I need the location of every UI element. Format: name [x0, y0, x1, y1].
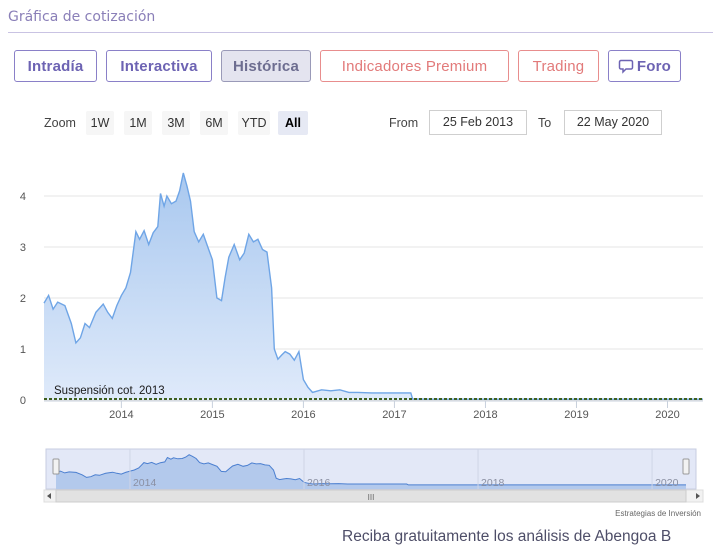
- x-axis-ticks: [120, 401, 669, 408]
- scroll-left-arrow-icon[interactable]: [47, 493, 51, 499]
- tab-historica[interactable]: Histórica: [221, 50, 311, 82]
- zoom-button-3m[interactable]: 3M: [162, 111, 190, 135]
- title-divider: [8, 32, 713, 33]
- x-tick-label: 2018: [473, 409, 497, 421]
- y-tick-label: 4: [20, 191, 26, 203]
- navigator-tick-label: 2018: [481, 477, 505, 489]
- scrollbar-track: [43, 489, 704, 503]
- navigator-left-handle[interactable]: [52, 458, 60, 475]
- chart-credit: Estrategias de Inversión: [615, 509, 701, 518]
- scroll-right-arrow-icon[interactable]: [696, 493, 700, 499]
- price-line: [43, 172, 703, 400]
- navigator[interactable]: 2014 2016 2018 2020: [45, 448, 697, 490]
- y-tick-label: 2: [20, 293, 26, 305]
- zoom-button-1w[interactable]: 1W: [86, 111, 114, 135]
- navigator-labels: 2014 2016 2018 2020: [133, 477, 679, 489]
- x-tick-label: 2019: [564, 409, 588, 421]
- navigator-area: [56, 454, 686, 489]
- zoom-label: Zoom: [44, 116, 76, 130]
- x-tick-label: 2014: [109, 409, 133, 421]
- scrollbar-grip: III: [368, 493, 375, 502]
- scrollbar-thumb[interactable]: [55, 489, 687, 503]
- tab-interactiva[interactable]: Interactiva: [106, 50, 212, 82]
- x-tick-label: 2020: [655, 409, 679, 421]
- to-date-input[interactable]: 22 May 2020: [564, 110, 662, 135]
- tab-trading[interactable]: Trading: [518, 50, 599, 82]
- price-area: [44, 173, 703, 400]
- tab-indicadores-premium[interactable]: Indicadores Premium: [320, 50, 509, 82]
- navigator-tick-label: 2016: [307, 477, 331, 489]
- zoom-button-ytd[interactable]: YTD: [238, 111, 270, 135]
- y-tick-label: 3: [20, 242, 26, 254]
- chart-grid: [44, 195, 703, 401]
- y-tick-label: 1: [20, 344, 26, 356]
- y-axis-labels: 0 1 2 3 4: [20, 191, 26, 407]
- zoom-button-1m[interactable]: 1M: [124, 111, 152, 135]
- tab-foro-label: Foro: [636, 57, 672, 75]
- from-label: From: [389, 116, 419, 130]
- zoom-button-all[interactable]: All: [278, 111, 308, 135]
- zoom-button-6m[interactable]: 6M: [200, 111, 228, 135]
- navigator-line: [55, 454, 686, 486]
- x-tick-label: 2016: [291, 409, 315, 421]
- navigator-grid: [129, 449, 653, 489]
- x-axis-labels: 2014 2015 2016 2017 2018 2019 2020: [109, 409, 680, 421]
- promo-text[interactable]: Reciba gratuitamente los análisis de Abe…: [342, 528, 672, 545]
- annotation-label: Suspensión cot. 2013: [54, 385, 165, 397]
- x-tick-label: 2015: [200, 409, 224, 421]
- section-title: Gráfica de cotización: [8, 9, 156, 25]
- tab-intradia[interactable]: Intradía: [14, 50, 97, 82]
- tab-foro[interactable]: Foro: [608, 50, 681, 82]
- navigator-background: [45, 448, 697, 490]
- scrollbar[interactable]: III: [43, 489, 704, 503]
- navigator-right-handle[interactable]: [682, 458, 690, 475]
- navigator-tick-label: 2014: [133, 477, 157, 489]
- speech-bubble-icon: [618, 59, 634, 74]
- from-date-input[interactable]: 25 Feb 2013: [429, 110, 527, 135]
- navigator-tick-label: 2020: [655, 477, 679, 489]
- x-tick-label: 2017: [382, 409, 406, 421]
- to-label: To: [538, 116, 552, 130]
- y-tick-label: 0: [20, 395, 26, 407]
